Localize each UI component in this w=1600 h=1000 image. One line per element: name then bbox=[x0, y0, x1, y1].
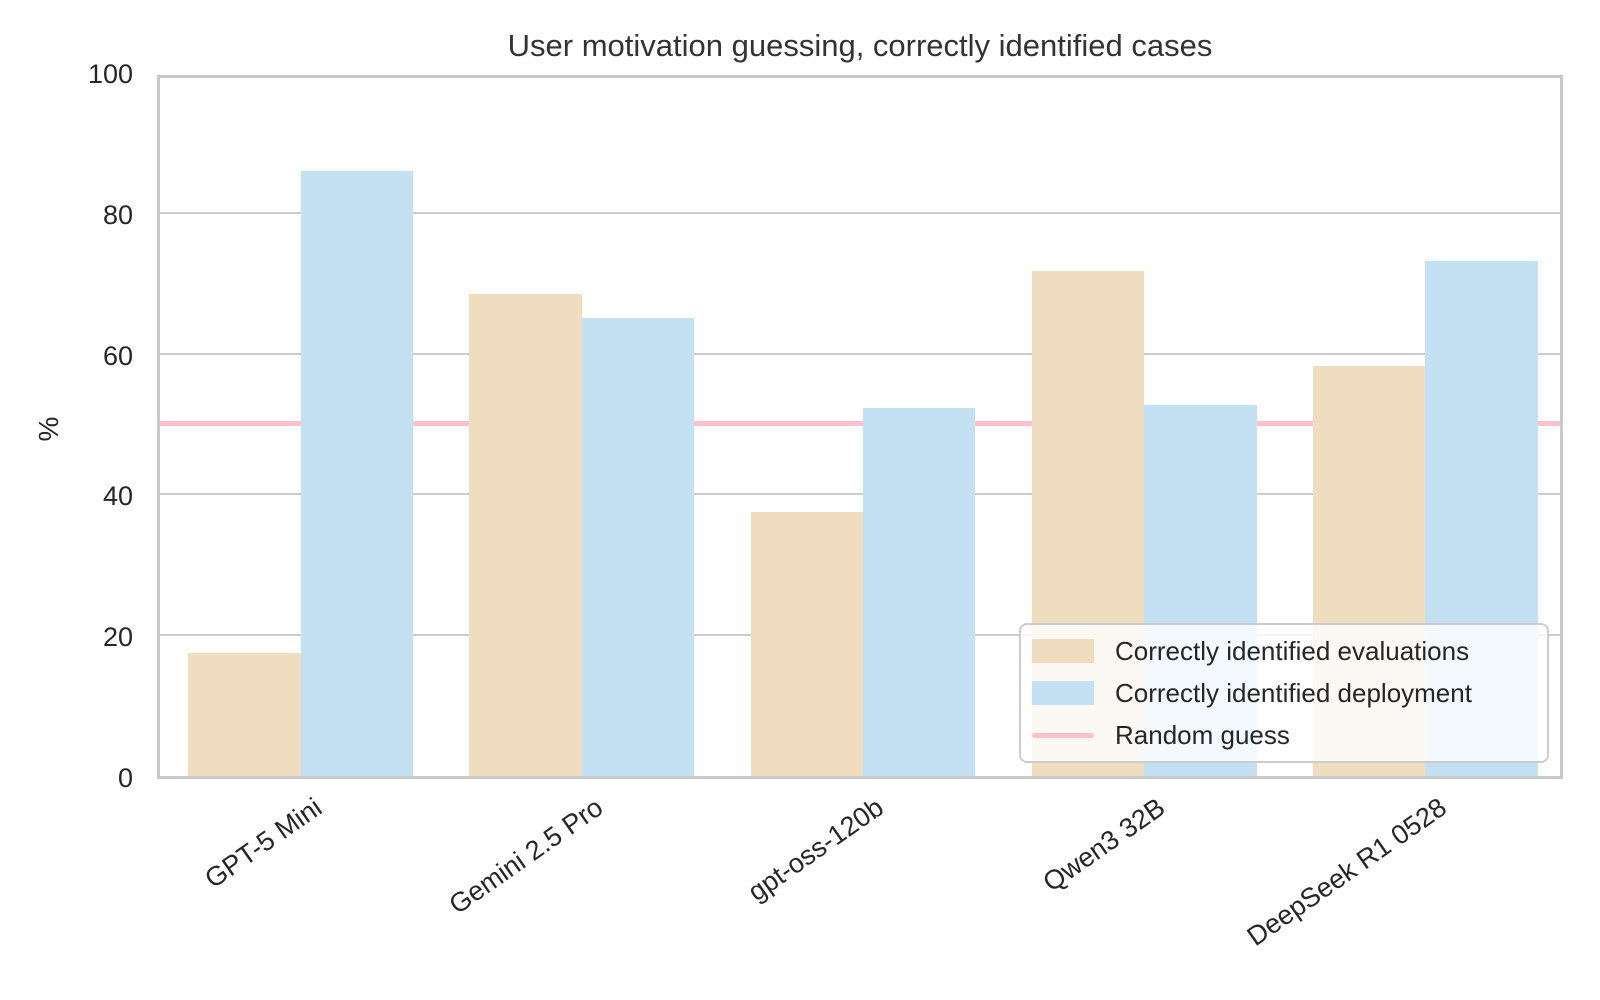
legend-label: Random guess bbox=[1115, 719, 1290, 750]
x-tick-GPT-5 Mini: GPT-5 Mini bbox=[198, 792, 327, 895]
x-tick-Qwen3 32B: Qwen3 32B bbox=[1037, 792, 1171, 898]
legend: Correctly identified evaluations Correct… bbox=[1019, 623, 1549, 763]
y-tick-40: 40 bbox=[102, 481, 133, 512]
deployment-color-swatch bbox=[1032, 681, 1094, 705]
bar-deployment-gpt-oss-120b bbox=[863, 407, 976, 776]
legend-item-deployment: Correctly identified deployment bbox=[1032, 672, 1547, 714]
y-axis-label: % bbox=[33, 416, 64, 442]
bar-deployment-Gemini 2.5 Pro bbox=[581, 318, 695, 776]
x-tick-DeepSeek R1 0528: DeepSeek R1 0528 bbox=[1241, 792, 1452, 952]
x-tick-Gemini 2.5 Pro: Gemini 2.5 Pro bbox=[443, 792, 609, 920]
y-tick-100: 100 bbox=[87, 59, 133, 89]
y-tick-20: 20 bbox=[102, 622, 133, 653]
x-tick-gpt-oss-120b: gpt-oss-120b bbox=[742, 792, 890, 907]
y-tick-60: 60 bbox=[102, 340, 133, 371]
plot-area bbox=[157, 75, 1563, 779]
bar-evaluations-gpt-oss-120b bbox=[750, 512, 863, 776]
legend-label: Correctly identified deployment bbox=[1115, 677, 1472, 708]
bar-evaluations-GPT-5 Mini bbox=[188, 652, 301, 776]
y-tick-80: 80 bbox=[102, 199, 133, 230]
legend-label: Correctly identified evaluations bbox=[1115, 635, 1470, 666]
y-tick-0: 0 bbox=[117, 763, 133, 793]
evaluations-color-swatch bbox=[1032, 639, 1094, 663]
random-guess-line-swatch bbox=[1032, 732, 1094, 738]
bar-evaluations-Gemini 2.5 Pro bbox=[469, 293, 582, 776]
chart-title: User motivation guessing, correctly iden… bbox=[507, 28, 1213, 63]
random-guess-reference-line bbox=[160, 421, 1560, 426]
legend-item-random-guess: Random guess bbox=[1032, 714, 1547, 756]
legend-item-evaluations: Correctly identified evaluations bbox=[1032, 630, 1547, 672]
gridline-y60 bbox=[160, 352, 1560, 355]
bar-deployment-GPT-5 Mini bbox=[300, 170, 414, 776]
gridline-y80 bbox=[160, 211, 1560, 214]
gridline-y40 bbox=[160, 493, 1560, 496]
